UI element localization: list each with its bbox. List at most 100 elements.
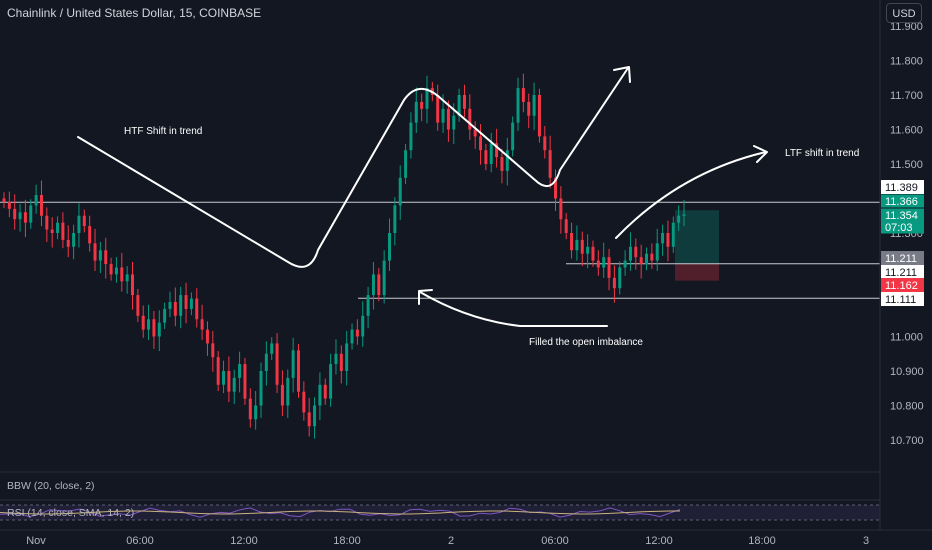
candle-body	[39, 195, 43, 216]
candle-body	[607, 257, 611, 278]
candle-body	[388, 233, 392, 261]
candle-body	[570, 233, 574, 251]
candle-body	[527, 101, 531, 116]
x-tick-label: 2	[448, 535, 454, 547]
htf-annotation: HTF Shift in trend	[124, 126, 202, 137]
candle-body	[120, 267, 124, 282]
candle-body	[195, 298, 199, 320]
candle-body	[238, 364, 242, 378]
imbalance-annotation: Filled the open imbalance	[529, 337, 643, 348]
candle-body	[50, 229, 54, 233]
htf-trend-curve[interactable]	[77, 67, 629, 268]
price-label-bg	[881, 251, 924, 265]
candle-body	[677, 215, 681, 223]
candle-body	[131, 274, 135, 296]
candle-body	[559, 198, 563, 220]
candle-body	[109, 264, 113, 275]
candle-body	[612, 277, 616, 289]
imbalance-arrowhead	[418, 289, 433, 305]
imbalance-curve[interactable]	[419, 291, 608, 327]
price-label-last-price: 11.354	[885, 210, 918, 222]
price-label-position-target: 11.366	[885, 196, 918, 208]
candle-body	[2, 198, 6, 202]
candle-body	[205, 329, 209, 344]
candle-body	[227, 371, 231, 392]
candle-body	[82, 215, 86, 227]
candle-body	[618, 267, 622, 289]
price-label-level: 11.211	[885, 267, 917, 279]
ltf-arrowhead	[753, 145, 768, 163]
candle-body	[553, 177, 557, 199]
candle-body	[548, 150, 552, 178]
candle-body	[393, 205, 397, 233]
candle-body	[505, 150, 509, 171]
candle-body	[596, 260, 600, 268]
candle-body	[532, 95, 536, 116]
x-tick-label: 06:00	[541, 535, 569, 547]
candle-body	[184, 295, 188, 309]
currency-button[interactable]: USD	[886, 3, 922, 23]
chart-title: Chainlink / United States Dollar, 15, CO…	[7, 6, 262, 20]
candle-body	[318, 384, 322, 406]
candle-body	[248, 398, 252, 420]
candle-body	[436, 95, 440, 123]
candle-body	[500, 157, 504, 171]
price-label-countdown: 07:03	[885, 222, 913, 234]
candle-body	[56, 222, 60, 233]
candle-body	[537, 95, 541, 137]
candle-body	[441, 108, 445, 123]
candle-body	[104, 250, 108, 265]
candle-body	[457, 95, 461, 116]
y-tick-label: 11.700	[890, 90, 923, 102]
candle-body	[382, 260, 386, 296]
candle-body	[141, 315, 145, 330]
candle-body	[334, 353, 338, 365]
candle-body	[666, 233, 670, 247]
price-label-bg	[881, 194, 924, 208]
candle-body	[409, 122, 413, 151]
candle-body	[291, 350, 295, 378]
candle-body	[211, 343, 215, 358]
rsi-indicator-label[interactable]: RSI (14, close, SMA, 14, 2)	[7, 507, 135, 519]
candle-body	[275, 343, 279, 385]
candle-body	[345, 343, 349, 371]
y-tick-label: 11.000	[890, 332, 923, 344]
candle-body	[296, 350, 300, 392]
candle-body	[484, 150, 488, 164]
candle-body	[468, 108, 472, 130]
loss-zone	[675, 263, 719, 281]
candle-body	[29, 205, 33, 223]
price-label-level: 11.111	[885, 294, 916, 306]
candle-body	[602, 257, 606, 268]
y-tick-label: 10.900	[890, 366, 924, 378]
bbw-indicator-label[interactable]: BBW (20, close, 2)	[7, 480, 95, 492]
x-tick-label: 18:00	[333, 535, 361, 547]
candle-body	[157, 322, 161, 337]
y-tick-label: 11.800	[890, 56, 923, 68]
candle-body	[200, 319, 204, 330]
candle-body	[511, 122, 515, 151]
candle-body	[77, 215, 81, 233]
price-label-bg	[881, 265, 924, 279]
y-tick-label: 10.800	[890, 401, 924, 413]
candle-body	[371, 274, 375, 296]
x-tick-label: 3	[863, 535, 869, 547]
candle-body	[355, 329, 359, 337]
ltf-trend-curve[interactable]	[615, 151, 767, 239]
indicator-panes	[0, 471, 880, 521]
candle-body	[34, 195, 38, 206]
price-label-bg	[881, 278, 924, 292]
price-label-bg	[881, 220, 924, 234]
candle-body	[661, 233, 665, 244]
candle-body	[634, 246, 638, 258]
candle-body	[645, 253, 649, 265]
candle-body	[189, 298, 193, 309]
candle-body	[575, 239, 579, 251]
candle-body	[222, 371, 226, 385]
y-tick-label: 11.500	[890, 159, 923, 171]
candle-body	[623, 260, 627, 268]
candle-body	[270, 343, 274, 354]
